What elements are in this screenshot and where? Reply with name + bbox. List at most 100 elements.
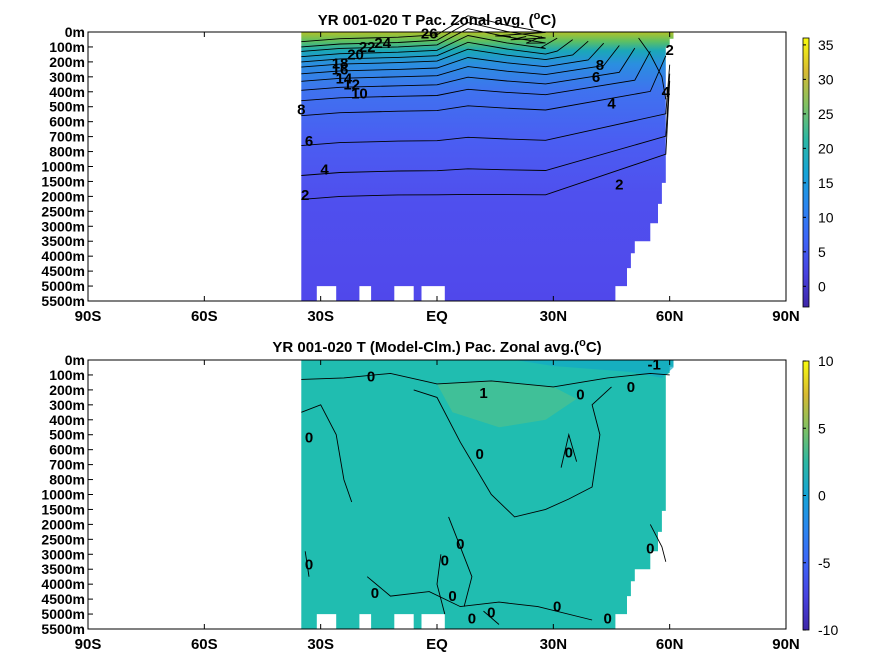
y-tick-label: 5000m — [41, 606, 85, 622]
y-tick-label: 500m — [49, 99, 85, 115]
y-tick-label: 400m — [49, 84, 85, 100]
contour-label: 8 — [596, 57, 604, 74]
contour-label: 16 — [332, 61, 349, 78]
contour-line — [448, 516, 473, 607]
contour-line — [301, 39, 573, 63]
y-tick-label: 4500m — [41, 591, 85, 607]
y-tick-label: 5500m — [41, 621, 85, 637]
contour-line — [301, 15, 546, 43]
panel-1: YR 001-020 T Pac. Zonal avg. (oC) 90S 60S… — [41, 10, 833, 325]
contour-label: 0 — [448, 588, 456, 605]
y-tick-label: 0m — [65, 24, 85, 40]
contour-line — [304, 551, 310, 577]
x-tick-label: 30N — [540, 636, 568, 653]
panel1-ocean-mask — [301, 32, 674, 301]
contour-label: 4 — [320, 161, 329, 178]
contour-label: 0 — [487, 605, 495, 622]
y-tick-label: 4000m — [41, 576, 85, 592]
x-tick-label: 30S — [307, 308, 334, 325]
x-tick-label: 90S — [75, 308, 102, 325]
panel2-y-axis: 0m100m200m300m400m500m600m700m800m1000m1… — [41, 352, 93, 637]
contour-label: 0 — [627, 379, 635, 396]
contour-label: 0 — [441, 552, 449, 569]
contour-label: 1 — [479, 385, 487, 402]
contour-label: 0 — [565, 445, 573, 462]
colorbar-tick-label: 5 — [818, 244, 826, 260]
y-tick-label: 800m — [49, 144, 85, 160]
contour-line — [649, 524, 667, 562]
contour-label: 18 — [332, 55, 349, 72]
contour-label: 2 — [301, 187, 309, 204]
panel2-contours — [301, 372, 670, 625]
colorbar-tick-label: 10 — [818, 353, 834, 369]
x-tick-label: 30N — [540, 308, 568, 325]
panel2-ocean-mask — [301, 360, 674, 629]
contour-line — [301, 404, 353, 503]
panel1-colorbar-ticks: 0 5 10 15 20 25 30 35 — [803, 37, 834, 294]
y-tick-label: 400m — [49, 412, 85, 428]
colorbar-tick-label: -5 — [818, 555, 831, 571]
colorbar-tick-label: 35 — [818, 37, 834, 53]
panel2-colorbar: 10 5 0 -5 -10 — [802, 353, 838, 638]
contour-line — [301, 35, 558, 58]
panel1-colorbar: 0 5 10 15 20 25 30 35 — [802, 37, 834, 308]
contour-label: 0 — [305, 557, 313, 574]
x-tick-label: 30S — [307, 636, 334, 653]
panel1-contours — [301, 15, 671, 200]
y-tick-label: 1000m — [41, 159, 85, 175]
y-tick-label: 3500m — [41, 561, 85, 577]
contour-line — [301, 51, 651, 102]
y-tick-label: 1500m — [41, 501, 85, 517]
y-tick-label: 5000m — [41, 278, 85, 294]
y-tick-label: 700m — [49, 457, 85, 473]
x-tick-label: 60S — [191, 636, 218, 653]
contour-label: -1 — [647, 356, 660, 373]
y-tick-label: 1000m — [41, 487, 85, 503]
contour-line — [483, 610, 500, 625]
colorbar-tick-label: 0 — [818, 278, 826, 294]
y-tick-label: 2500m — [41, 531, 85, 547]
contour-label: 10 — [351, 85, 368, 102]
panel2-title: YR 001-020 T (Model-Clm.) Pac. Zonal avg… — [272, 337, 601, 356]
contour-line — [366, 576, 593, 621]
contour-label: 2 — [615, 176, 623, 193]
panel-2: YR 001-020 T (Model-Clm.) Pac. Zonal avg… — [41, 337, 838, 653]
y-tick-label: 4000m — [41, 248, 85, 264]
y-tick-label: 3500m — [41, 233, 85, 249]
x-tick-label: 90S — [75, 636, 102, 653]
contour-line — [301, 45, 620, 82]
y-tick-label: 4500m — [41, 263, 85, 279]
contour-line — [301, 47, 636, 91]
contour-line — [560, 432, 578, 468]
contour-label: 12 — [343, 76, 360, 93]
x-tick-label: 60S — [191, 308, 218, 325]
y-tick-label: 2000m — [41, 516, 85, 532]
y-tick-label: 3000m — [41, 218, 85, 234]
panel1-x-axis: 90S 60S 30S EQ 30N 60N 90N — [75, 32, 800, 325]
y-tick-label: 3000m — [41, 546, 85, 562]
contour-label: 20 — [347, 46, 364, 63]
y-tick-label: 2000m — [41, 188, 85, 204]
panel1-title: YR 001-020 T Pac. Zonal avg. (oC) — [318, 10, 556, 29]
contour-label: 4 — [662, 84, 671, 101]
y-tick-label: 0m — [65, 352, 85, 368]
panel1-field — [301, 15, 674, 301]
contour-label: 8 — [297, 102, 305, 119]
colorbar-tick-label: 5 — [818, 420, 826, 436]
contour-line — [301, 64, 671, 147]
contour-label: 0 — [468, 611, 476, 628]
y-tick-label: 200m — [49, 54, 85, 70]
panel2-cool-anomaly-region — [514, 360, 674, 378]
colorbar-tick-label: 15 — [818, 175, 834, 191]
y-tick-label: 500m — [49, 427, 85, 443]
panel1-y-axis: 0m100m200m300m400m500m600m700m800m1000m1… — [41, 24, 93, 309]
x-tick-label: 60N — [656, 308, 684, 325]
contour-label: 0 — [456, 536, 464, 553]
panel2-colorbar-ticks: 10 5 0 -5 -10 — [803, 353, 838, 638]
y-tick-label: 200m — [49, 382, 85, 398]
y-tick-label: 100m — [49, 39, 85, 55]
y-tick-label: 800m — [49, 472, 85, 488]
contour-label: 0 — [646, 540, 654, 557]
contour-line — [301, 28, 546, 52]
